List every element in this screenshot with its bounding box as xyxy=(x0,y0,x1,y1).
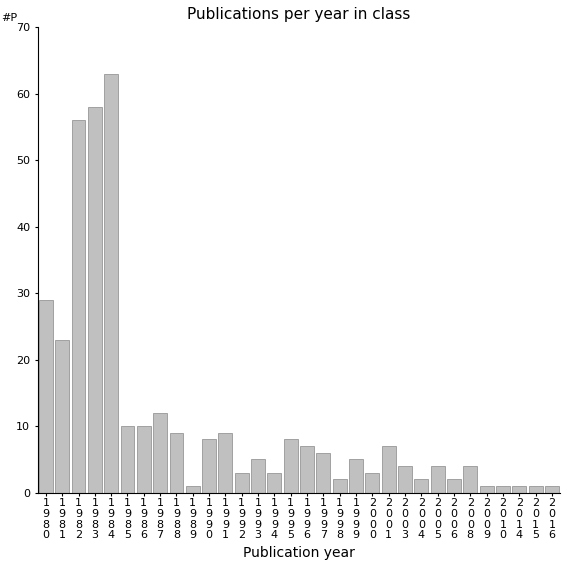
Bar xyxy=(55,340,69,493)
Bar xyxy=(218,433,232,493)
Bar xyxy=(349,459,363,493)
X-axis label: Publication year: Publication year xyxy=(243,546,355,560)
Bar xyxy=(268,473,281,493)
Bar xyxy=(186,486,200,493)
Bar xyxy=(137,426,151,493)
Bar xyxy=(414,479,428,493)
Title: Publications per year in class: Publications per year in class xyxy=(187,7,411,22)
Bar xyxy=(316,452,331,493)
Bar xyxy=(39,300,53,493)
Bar xyxy=(463,466,477,493)
Bar xyxy=(121,426,134,493)
Bar xyxy=(528,486,543,493)
Bar xyxy=(382,446,396,493)
Bar xyxy=(153,413,167,493)
Bar xyxy=(284,439,298,493)
Bar xyxy=(496,486,510,493)
Bar xyxy=(300,446,314,493)
Bar xyxy=(513,486,526,493)
Bar xyxy=(170,433,183,493)
Bar xyxy=(251,459,265,493)
Bar xyxy=(71,120,86,493)
Bar xyxy=(398,466,412,493)
Bar xyxy=(202,439,216,493)
Bar xyxy=(235,473,249,493)
Bar xyxy=(447,479,461,493)
Bar xyxy=(88,107,101,493)
Text: #P: #P xyxy=(1,12,17,23)
Bar xyxy=(480,486,493,493)
Bar xyxy=(365,473,379,493)
Bar xyxy=(431,466,445,493)
Bar xyxy=(333,479,346,493)
Bar xyxy=(545,486,559,493)
Bar xyxy=(104,74,118,493)
